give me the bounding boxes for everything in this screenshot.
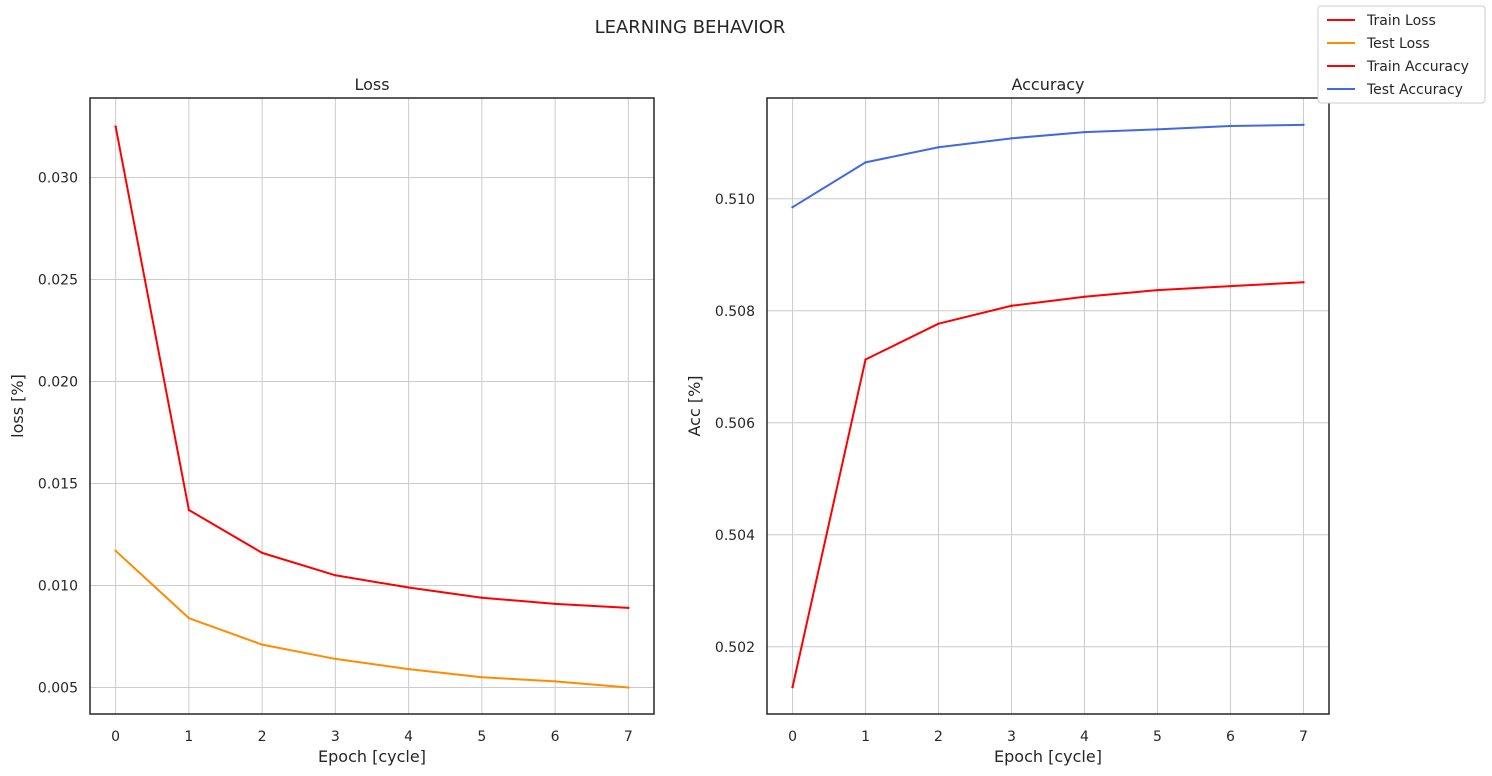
loss-y-tick-label: 0.030 [38,171,78,187]
data-point-train-loss [187,508,191,512]
accuracy-x-tick-label: 7 [1299,729,1308,745]
loss-x-tick-label: 2 [258,729,267,745]
accuracy-x-tick-label: 5 [1153,729,1162,745]
data-point-train-accuracy [1010,304,1013,307]
series-line-train-loss [114,126,629,609]
figure-legend: Train Loss Test Loss Train Accuracy Test… [1317,5,1486,104]
loss-x-tick-label: 4 [404,729,413,745]
loss-axes-frame [89,97,655,715]
data-point-train-accuracy [1156,288,1159,292]
accuracy-y-tick-label: 0.504 [715,528,755,544]
loss-y-tick-label: 0.010 [38,578,78,594]
loss-x-tick-label: 0 [111,729,120,745]
data-point-train-loss [260,551,264,555]
accuracy-y-tick-label: 0.506 [715,416,755,432]
accuracy-grid [767,98,1329,714]
accuracy-y-axis-label: Acc [%] [685,375,704,436]
data-point-test-loss [627,686,630,689]
data-point-test-accuracy [1156,128,1159,131]
accuracy-axes-frame [766,97,1330,715]
data-point-test-loss [407,667,410,671]
data-point-test-accuracy [1229,124,1232,128]
data-point-test-loss [480,676,484,679]
series-test-loss [114,549,630,689]
legend-label-train-loss: Train Loss [1366,13,1436,29]
data-point-train-loss [627,606,630,610]
data-point-train-accuracy [864,358,867,361]
loss-x-tick-label: 1 [184,729,193,745]
loss-y-tick-label: 0.025 [38,273,78,289]
data-point-train-loss [553,602,557,606]
loss-y-tick-label: 0.005 [38,680,78,696]
loss-subplot-title: Loss [354,75,389,94]
loss-x-tick-label: 6 [551,729,560,745]
data-point-train-loss [407,586,410,589]
data-point-train-loss [334,574,337,577]
accuracy-subplot-title: Accuracy [1011,75,1084,94]
accuracy-x-tick-label: 0 [788,729,797,745]
loss-x-tick-label: 5 [477,729,486,745]
series-train-accuracy [791,281,1305,689]
data-point-test-accuracy [1010,137,1013,140]
accuracy-x-tick-label: 4 [1080,729,1089,745]
data-point-train-accuracy [1302,281,1305,284]
loss-x-tick-label: 3 [331,729,340,745]
legend-label-test-loss: Test Loss [1366,36,1430,52]
data-point-test-accuracy [1083,130,1086,134]
loss-x-tick-label: 7 [624,729,633,745]
data-point-test-loss [553,680,557,683]
data-point-train-accuracy [1083,295,1086,298]
data-point-test-accuracy [937,146,940,149]
data-point-test-accuracy [791,206,794,209]
series-line-train-accuracy [791,281,1304,688]
accuracy-x-tick-label: 1 [861,729,870,745]
legend-label-train-accuracy: Train Accuracy [1366,59,1469,75]
data-point-train-accuracy [791,685,794,689]
accuracy-subplot: Accuracy Epoch [cycle] Acc [%] 0 1 2 3 4 5 6 7 0… [685,75,1330,766]
loss-x-axis-label: Epoch [cycle] [318,747,426,766]
series-line-test-loss [114,550,629,689]
loss-y-tick-label: 0.015 [38,477,78,493]
accuracy-y-tick-label: 0.502 [715,640,755,656]
loss-y-axis-label: loss [%] [8,374,27,438]
accuracy-y-tick-label: 0.510 [715,192,755,208]
accuracy-x-axis-label: Epoch [cycle] [994,747,1102,766]
data-point-test-loss [187,616,191,620]
data-point-train-accuracy [937,322,940,325]
data-point-test-accuracy [864,161,867,164]
data-point-train-loss [480,596,484,599]
legend-label-test-accuracy: Test Accuracy [1366,82,1463,98]
data-point-test-loss [114,549,117,553]
accuracy-x-tick-label: 6 [1226,729,1235,745]
data-point-train-accuracy [1229,284,1232,288]
legend-box [1317,5,1486,104]
series-line-test-accuracy [792,123,1304,209]
series-train-loss [114,125,630,610]
accuracy-x-tick-label: 2 [934,729,943,745]
data-point-test-accuracy [1302,123,1305,127]
loss-y-tick-label: 0.020 [38,375,78,391]
data-point-test-loss [260,643,264,646]
data-point-train-loss [114,125,117,128]
figure-title: LEARNING BEHAVIOR [595,17,786,38]
accuracy-x-tick-label: 3 [1007,729,1016,745]
series-test-accuracy [791,123,1305,209]
loss-subplot: Loss Epoch [cycle] loss [%] 0 1 2 3 4 5 6 7 0.00… [8,75,655,766]
data-point-test-loss [334,657,337,661]
accuracy-y-tick-label: 0.508 [715,304,755,320]
